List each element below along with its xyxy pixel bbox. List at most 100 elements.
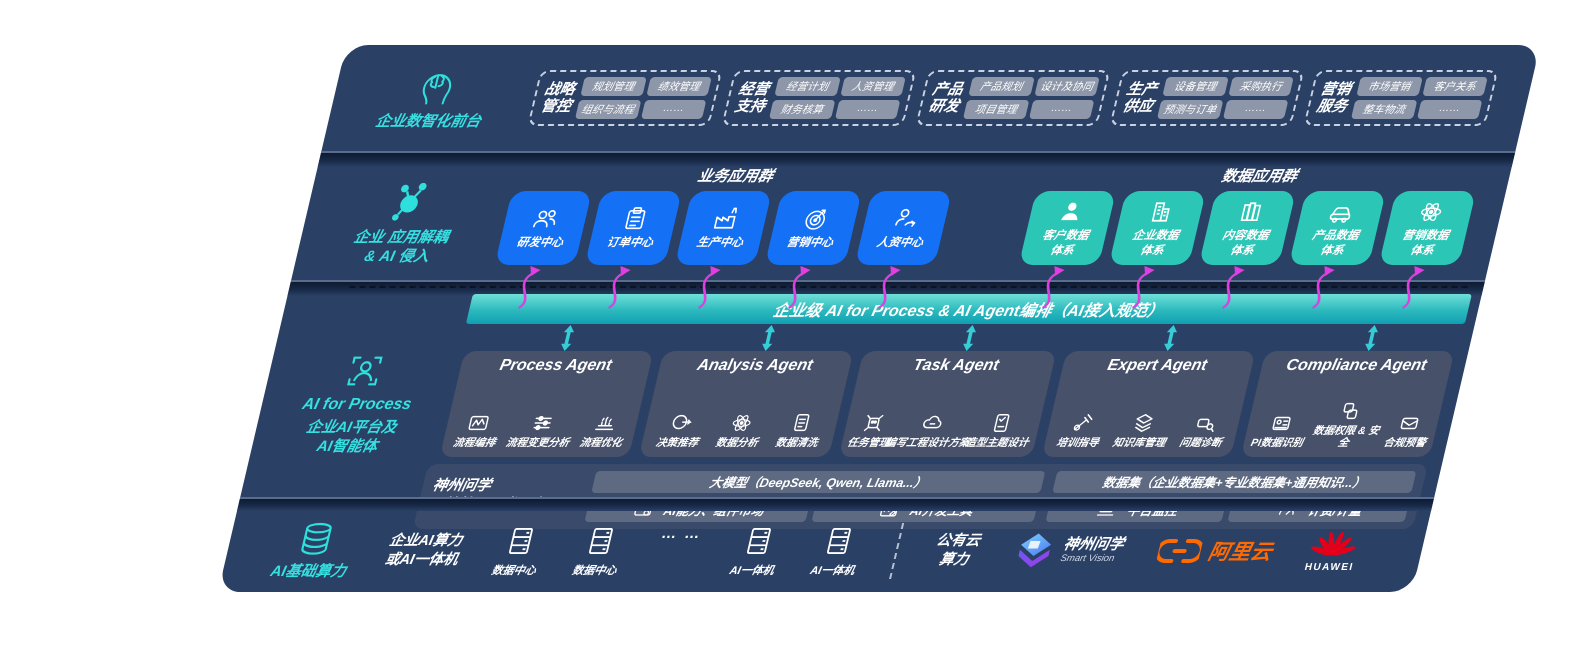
app-col: 生产中心	[671, 191, 773, 309]
business-app-group: 业务应用群 研发中心	[491, 165, 958, 309]
optimize-icon	[594, 417, 613, 431]
decoupling-label-block: 企业 应用解耦 & AI 侵入	[291, 165, 518, 280]
customer-icon	[1060, 202, 1078, 221]
magenta-arrow	[1311, 266, 1335, 309]
group-title: 营销 服务	[1314, 80, 1353, 115]
permission-icon	[1343, 403, 1358, 420]
agents-row: AI for Process 企业AI平台及 AI智能体 Process Agen…	[250, 351, 1469, 457]
app-box-rd-center: 研发中心	[494, 191, 593, 265]
agent-item: 任务管理	[846, 412, 897, 449]
server-icon	[827, 527, 852, 554]
building-icon	[1151, 202, 1170, 222]
pill: ……	[640, 100, 707, 119]
pill: ……	[1028, 100, 1095, 119]
ai-for-process-label: AI for Process	[300, 396, 414, 413]
partner-alibaba-cloud: 阿里云	[1155, 536, 1276, 566]
workflow-icon	[468, 416, 490, 431]
agent-card-analysis: Analysis Agent 决策推荐 数据分析 数据清洗	[639, 351, 854, 457]
model-bar: 大模型（DeepSeek, Qwen, Llama...）	[591, 470, 1046, 493]
magenta-arrow	[607, 266, 631, 309]
public-cloud-label: 公有云 算力	[934, 532, 982, 568]
data-clean-icon	[793, 414, 809, 432]
magenta-arrow	[1041, 266, 1065, 309]
change-analysis-icon	[532, 416, 552, 431]
app-box-enterprise-data: 企业数据 体系	[1108, 191, 1207, 265]
agent-item: 知识库管理	[1111, 412, 1172, 449]
app-col: 产品数据 体系	[1285, 191, 1387, 309]
scan-person-icon	[347, 356, 383, 386]
datacenter-node: 数据中心	[571, 524, 628, 578]
clipboard-icon	[625, 207, 646, 230]
group-title: 生产 供应	[1120, 80, 1159, 115]
business-group-title: 业务应用群	[695, 168, 775, 185]
app-col: 内容数据 体系	[1195, 191, 1297, 309]
molecule-icon	[392, 182, 427, 221]
alibaba-cloud-icon	[1155, 538, 1205, 563]
pill: 整车物流	[1350, 100, 1417, 119]
pill: 预测与订单	[1156, 100, 1223, 119]
magenta-arrow	[1221, 266, 1245, 309]
pill: 采购执行	[1227, 77, 1294, 96]
apps-area: 业务应用群 研发中心	[491, 165, 1512, 309]
app-box-marketing-center: 营销中心	[764, 191, 863, 265]
partner-huawei: HUAWEI	[1303, 529, 1362, 573]
front-office-groups: 战略 管控 规划管理 绩效管理 组织与流程 …… 经营 支持 经营计划 人资管理 财…	[527, 70, 1534, 126]
pill: 客户关系	[1421, 77, 1488, 96]
dataset-bar: 数据集（企业数据集+专业数据集+通用知识...）	[1052, 470, 1417, 493]
group-strategy: 战略 管控 规划管理 绩效管理 组织与流程 ……	[527, 70, 723, 126]
agent-item: 问题诊断	[1178, 412, 1229, 449]
agent-card-task: Task Agent 任务管理 编写工程设计方案 造型主题设计	[838, 351, 1057, 457]
agent-item: 数据分析	[714, 412, 765, 449]
pill: 组织与流程	[574, 100, 641, 119]
datacenter-node: 数据中心	[490, 524, 547, 578]
app-col: 研发中心	[491, 191, 593, 309]
agent-item: 流程编排	[452, 412, 503, 449]
ai-appliance-node: AI一体机	[728, 524, 785, 578]
ai-band: 企业级 AI for Process & AI Agent编排（AI接入规范） …	[240, 294, 1482, 529]
data-atom-icon	[732, 415, 751, 432]
agent-item: 数据权限 & 安全	[1306, 400, 1390, 449]
double-arrow-icon	[963, 325, 976, 351]
decision-icon	[672, 415, 692, 430]
diagnosis-icon	[1196, 419, 1214, 433]
pill: 财务核算	[768, 100, 835, 119]
ai-platform-label: 企业AI平台及 AI智能体	[304, 419, 399, 455]
app-box-product-data: 产品数据 体系	[1288, 191, 1387, 265]
partner-szwx: 神州问学 Smart Vision	[1010, 531, 1127, 571]
magenta-arrow	[517, 266, 541, 309]
agent-item: 决策推荐	[655, 412, 706, 449]
head-brain-icon	[422, 73, 452, 105]
group-operation: 经营 支持 经营计划 人资管理 财务核算 ……	[721, 70, 917, 126]
group-supply: 生产 供应 设备管理 采购执行 预测与订单 ……	[1109, 70, 1305, 126]
dashed-divider	[889, 522, 905, 579]
infra-label-block: AI基础算力	[268, 519, 358, 582]
group-marketing: 营销 服务 市场营销 客户关系 整车物流 ……	[1303, 70, 1499, 126]
decoupling-label: 企业 应用解耦 & AI 侵入	[352, 228, 451, 265]
agent-card-expert: Expert Agent 培训指导 知识库管理 问题诊断	[1041, 351, 1256, 457]
ellipsis: … …	[659, 525, 704, 542]
server-icon	[508, 527, 533, 554]
theme-design-icon	[993, 414, 1010, 433]
app-box-customer-data: 客户数据 体系	[1018, 191, 1117, 265]
pill: 经营计划	[774, 77, 841, 96]
data-group-title: 数据应用群	[1219, 168, 1299, 185]
group-title: 经营 支持	[732, 80, 771, 115]
pill: 项目管理	[962, 100, 1029, 119]
app-col: 营销中心	[761, 191, 863, 309]
group-title: 战略 管控	[538, 80, 577, 115]
pill: 设备管理	[1162, 77, 1229, 96]
double-arrow-icon	[1163, 325, 1177, 351]
front-office-label: 企业数智化前台	[373, 112, 483, 130]
factory-icon	[713, 208, 737, 229]
training-icon	[1073, 414, 1093, 432]
teal-arrows-row	[275, 325, 1475, 351]
agent-item: PI数据识别	[1249, 412, 1310, 449]
magenta-arrow	[787, 266, 811, 309]
magenta-arrow	[877, 266, 901, 309]
app-box-order-center: 订单中心	[584, 191, 683, 265]
pill: 市场营销	[1356, 77, 1423, 96]
app-col: 人资中心	[851, 191, 953, 309]
app-col: 营销数据 体系	[1375, 191, 1477, 309]
app-col: 客户数据 体系	[1015, 191, 1117, 309]
pi-id-icon	[1272, 417, 1291, 431]
